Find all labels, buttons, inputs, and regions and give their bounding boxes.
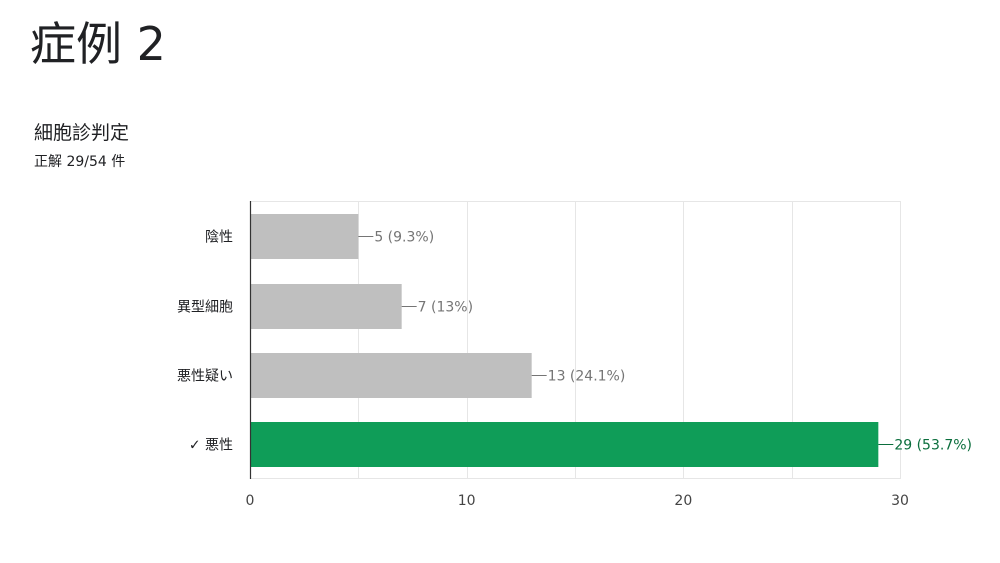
question-title: 細胞診判定 [34, 122, 130, 144]
data-label-1: 5 (9.3%) [374, 230, 434, 246]
category-label-4: ✓ 悪性 [189, 438, 233, 454]
bar-3 [250, 353, 532, 398]
data-labels: 5 (9.3%) 7 (13%) 13 (24.1%) 29 (53.7%) [358, 230, 972, 454]
bar-1 [250, 214, 359, 259]
category-label-3: 悪性疑い [177, 369, 233, 385]
data-label-2: 7 (13%) [418, 300, 473, 316]
x-tick-label-30: 30 [891, 493, 909, 509]
bars [250, 214, 879, 467]
answer-summary: 正解 29/54 件 [34, 154, 126, 170]
slide-title: 症例 2 [30, 17, 166, 71]
category-label-1: 陰性 [205, 230, 233, 246]
data-label-3: 13 (24.1%) [548, 369, 626, 385]
x-tick-label-20: 20 [674, 493, 692, 509]
bar-4 [250, 422, 879, 467]
category-label-2: 異型細胞 [177, 300, 233, 316]
tick-labels: 0 10 20 30 [246, 493, 909, 509]
data-label-4: 29 (53.7%) [894, 438, 972, 454]
x-tick-label-0: 0 [246, 493, 255, 509]
x-tick-label-10: 10 [458, 493, 476, 509]
bar-2 [250, 284, 402, 329]
